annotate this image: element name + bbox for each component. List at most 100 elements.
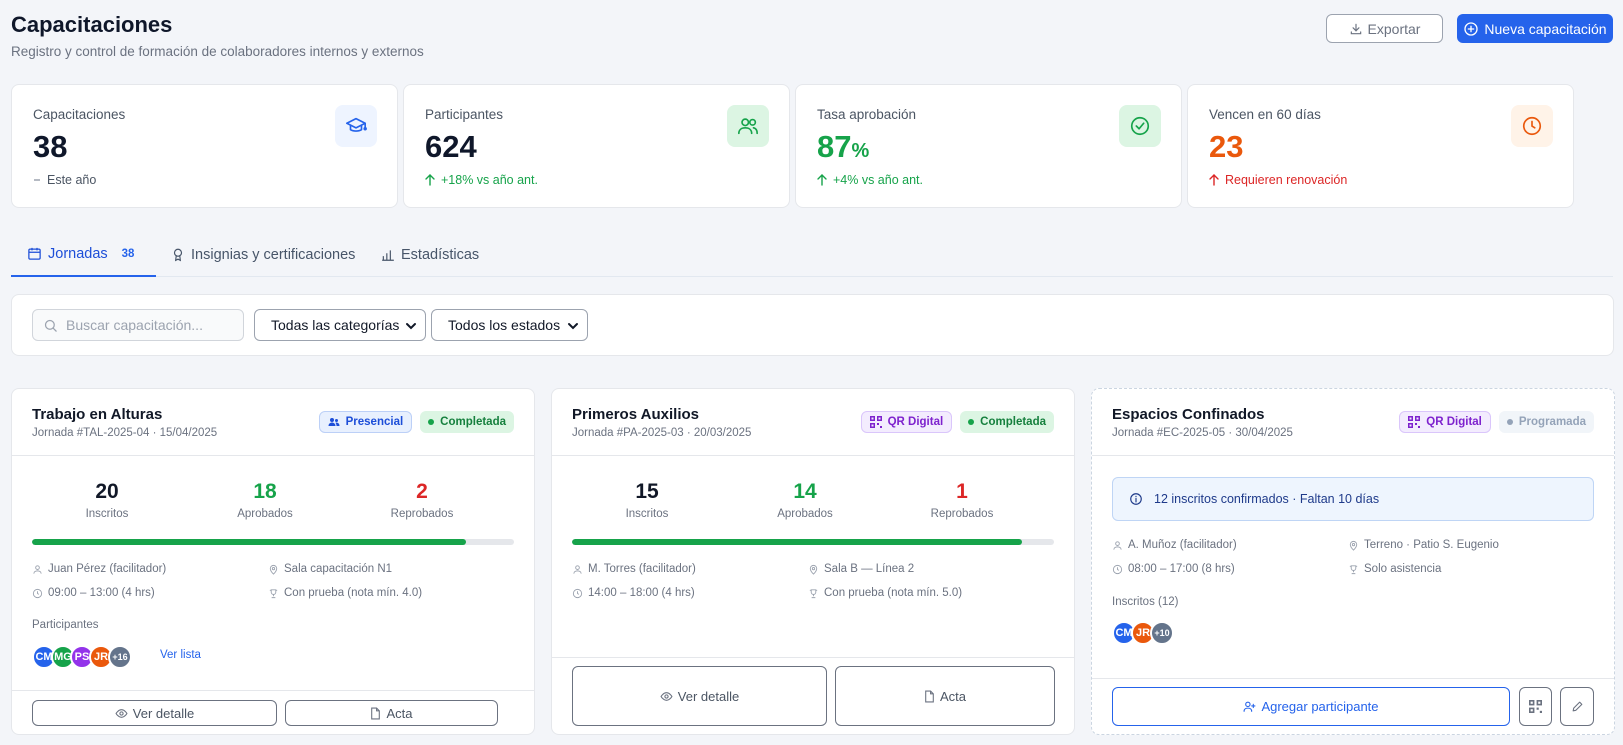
- status-badge: Completada: [960, 411, 1054, 433]
- file-pdf-icon: [924, 690, 935, 703]
- tab-badges-label: Insignias y certificaciones: [191, 246, 356, 263]
- avatar-more[interactable]: +16: [108, 645, 132, 669]
- avatar-group: CM JR +10: [1112, 621, 1174, 645]
- graduation-cap-icon: [335, 105, 377, 147]
- arrow-up-icon: [1209, 174, 1219, 186]
- edit-button[interactable]: [1560, 687, 1594, 726]
- eye-icon: [115, 707, 128, 720]
- search-input[interactable]: [66, 317, 236, 333]
- evaluation-info: Solo asistencia: [1348, 563, 1441, 575]
- calendar-icon: [27, 246, 42, 261]
- view-list-link[interactable]: Ver lista: [160, 649, 201, 661]
- info-icon: [1129, 492, 1143, 506]
- view-detail-label: Ver detalle: [677, 688, 740, 704]
- status-badge: Programada: [1498, 411, 1594, 433]
- stat-approved: 18 Aprobados: [185, 479, 345, 520]
- status-select[interactable]: Todos los estados: [431, 309, 588, 341]
- kpi-card-approval-rate: Tasa aprobación 87% +4% vs año ant.: [795, 84, 1182, 208]
- enrolled-label: Inscritos (12): [1112, 596, 1179, 608]
- page-title: Capacitaciones: [11, 12, 173, 37]
- kpi-delta-text: Requieren renovación: [1225, 173, 1348, 187]
- progress-fill: [572, 539, 1022, 545]
- user-icon: [572, 564, 583, 575]
- location-text: Terreno · Patio S. Eugenio: [1364, 539, 1499, 551]
- time-text: 09:00 – 13:00 (4 hrs): [48, 587, 155, 599]
- evaluation-info: Con prueba (nota mín. 5.0): [808, 587, 962, 599]
- mode-badge-label: QR Digital: [887, 416, 944, 428]
- tab-sessions[interactable]: Jornadas 38: [11, 232, 156, 277]
- tab-sessions-label: Jornadas: [48, 245, 108, 262]
- view-detail-button[interactable]: Ver detalle: [32, 700, 277, 726]
- search-box[interactable]: [32, 309, 244, 341]
- stat-value: 14: [793, 480, 817, 503]
- clock-icon: [572, 588, 583, 599]
- clock-icon: [1112, 564, 1123, 575]
- divider: [552, 455, 1074, 456]
- info-text: 12 inscritos confirmados · Faltan 10 día…: [1154, 492, 1380, 506]
- time-info: 08:00 – 17:00 (8 hrs): [1112, 563, 1235, 575]
- avatar-group: CM MG PS JR +16: [32, 645, 132, 669]
- view-detail-button[interactable]: Ver detalle: [572, 666, 827, 726]
- acta-button[interactable]: Acta: [285, 700, 498, 726]
- page-subtitle: Registro y control de formación de colab…: [11, 44, 424, 59]
- acta-button[interactable]: Acta: [835, 666, 1055, 726]
- divider: [12, 455, 534, 456]
- clock-icon: [1511, 105, 1553, 147]
- time-info: 14:00 – 18:00 (4 hrs): [572, 587, 695, 599]
- new-training-button[interactable]: Nueva capacitación: [1457, 14, 1613, 43]
- avatar-more[interactable]: +10: [1150, 621, 1174, 645]
- stat-value: 1: [956, 480, 968, 503]
- download-icon: [1349, 22, 1363, 36]
- card-title: Trabajo en Alturas: [32, 406, 163, 423]
- stat-value: 18: [253, 480, 277, 503]
- mode-badge: Presencial: [318, 411, 413, 433]
- map-pin-icon: [808, 564, 819, 575]
- facilitator-info: M. Torres (facilitador): [572, 563, 696, 575]
- user-plus-icon: [1243, 700, 1256, 713]
- kpi-label: Participantes: [425, 107, 504, 122]
- qr-code-button[interactable]: [1519, 687, 1552, 726]
- trophy-icon: [268, 588, 279, 599]
- kpi-delta: Este año: [33, 173, 96, 187]
- status-dot: [968, 419, 975, 425]
- acta-label: Acta: [939, 688, 966, 704]
- kpi-label: Capacitaciones: [33, 107, 126, 122]
- kpi-value: 23: [1209, 129, 1244, 164]
- kpi-label: Vencen en 60 días: [1209, 107, 1321, 122]
- qr-code-icon: [1408, 416, 1421, 428]
- map-pin-icon: [268, 564, 279, 575]
- bar-chart-icon: [381, 248, 395, 262]
- kpi-delta-text: +18% vs año ant.: [441, 173, 538, 187]
- stat-failed: 2 Reprobados: [342, 479, 502, 520]
- tab-bar: Jornadas 38 Insignias y certificaciones …: [11, 232, 1613, 277]
- new-training-label: Nueva capacitación: [1484, 20, 1607, 37]
- card-subtitle: Jornada #EC-2025-05 · 30/04/2025: [1112, 427, 1293, 439]
- status-badge-label: Programada: [1518, 416, 1586, 428]
- category-select[interactable]: Todas las categorías: [254, 309, 426, 341]
- stat-label: Inscritos: [625, 508, 669, 520]
- add-participant-button[interactable]: Agregar participante: [1112, 687, 1510, 726]
- time-info: 09:00 – 13:00 (4 hrs): [32, 587, 155, 599]
- stat-value: 15: [635, 480, 659, 503]
- location-info: Sala B — Línea 2: [808, 563, 914, 575]
- status-badge: Completada: [420, 411, 514, 433]
- export-button[interactable]: Exportar: [1326, 14, 1443, 43]
- kpi-value: 87%: [817, 127, 869, 171]
- avatar[interactable]: CM: [32, 645, 56, 669]
- arrow-up-icon: [425, 174, 435, 186]
- arrow-up-icon: [817, 174, 827, 186]
- kpi-value-unit: %: [851, 140, 870, 162]
- kpi-card-expiring: Vencen en 60 días 23 Requieren renovació…: [1187, 84, 1574, 208]
- mode-badge-label: QR Digital: [1426, 416, 1482, 428]
- training-card: Espacios Confinados Jornada #EC-2025-05 …: [1091, 388, 1615, 735]
- users-icon: [727, 105, 769, 147]
- kpi-value-number: 87: [817, 129, 852, 164]
- facilitator-info: Juan Pérez (facilitador): [32, 563, 166, 575]
- stat-label: Aprobados: [237, 508, 293, 520]
- evaluation-info: Con prueba (nota mín. 4.0): [268, 587, 422, 599]
- location-info: Terreno · Patio S. Eugenio: [1348, 539, 1499, 551]
- tab-statistics-label: Estadísticas: [401, 246, 480, 263]
- tab-statistics[interactable]: Estadísticas: [381, 232, 479, 277]
- check-circle-icon: [1119, 105, 1161, 147]
- tab-badges[interactable]: Insignias y certificaciones: [171, 232, 355, 277]
